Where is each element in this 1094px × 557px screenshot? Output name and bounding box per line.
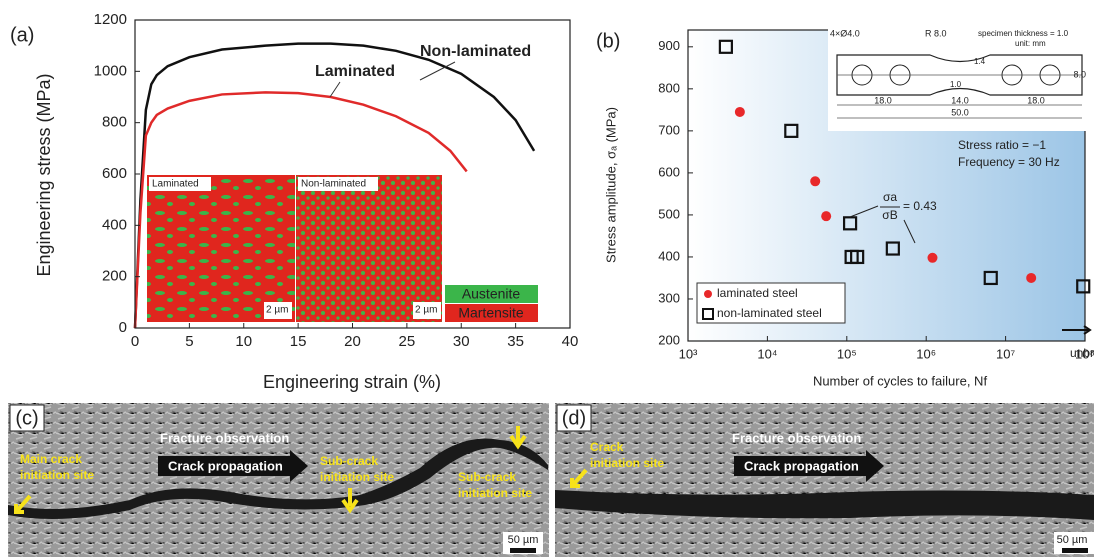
site-label: Main crack [20,452,82,466]
scale-label: 2 µm [266,305,288,316]
series-label: Laminated [315,63,395,80]
annotation: Frequency = 30 Hz [958,155,1060,169]
legend-marker [704,290,712,298]
site-label: initiation site [590,456,664,470]
dim-label: 8.0 [1073,69,1086,79]
y-tick-label: 700 [658,122,680,137]
x-tick-label: 40 [562,333,579,350]
specimen-drawing: 4×Ø4.0 R 8.0 specimen thickness = 1.0 un… [828,28,1090,131]
dim-label: specimen thickness = 1.0 [978,29,1069,38]
scale-bar [1062,548,1088,553]
scale-label: 2 µm [415,305,437,316]
x-tick-label: 25 [399,333,416,350]
x-axis-label: Number of cycles to failure, Nf [813,373,988,388]
phase-label: Martensite [458,305,524,321]
y-tick-label: 0 [119,319,127,336]
y-tick-label: 400 [102,216,127,233]
y-tick-label: 200 [658,332,680,347]
point [810,176,820,186]
scale-label: 50 µm [1057,534,1088,546]
site-label: Sub-crack [458,470,516,484]
annotation: unbroken [1070,346,1094,360]
micrograph [555,403,1094,557]
panel-label: (d) [562,407,586,429]
x-tick-label: 20 [344,333,361,350]
y-tick-label: 800 [658,80,680,95]
annotation: = 0.43 [903,199,937,213]
legend-label: laminated steel [717,286,798,300]
micrograph-d: (d) Fracture observation Crack propagati… [555,403,1094,557]
dim-label: 1.4 [974,57,986,66]
inset-label: Laminated [152,179,199,190]
y-tick-label: 200 [102,268,127,285]
x-tick-label: 10⁷ [996,346,1015,361]
dim-label: R 8.0 [925,28,947,38]
panel-a: (a) Laminated Non-laminated 2 µm 2 µm Au… [10,11,578,392]
y-tick-label: 1200 [94,11,127,28]
micrograph [296,175,442,322]
x-tick-label: 30 [453,333,470,350]
annotation: σa [883,190,897,204]
x-tick-label: 10⁵ [837,346,857,361]
y-tick-label: 800 [102,114,127,131]
y-axis-label: Engineering stress (MPa) [34,73,54,276]
point [735,107,745,117]
scale-bar [510,548,536,553]
y-axis-label: Stress amplitude, σₐ (MPa) [603,107,618,263]
point [1026,273,1036,283]
panel-label: (a) [10,24,34,46]
panel-label: (b) [596,30,620,52]
panel-label: (c) [15,407,38,429]
scale-label: 50 µm [508,534,539,546]
x-tick-label: 5 [185,333,193,350]
micrograph-c: (c) Fracture observation Crack propagati… [8,403,549,557]
y-tick-label: 1000 [94,62,127,79]
dim-label: 4×Ø4.0 [830,28,860,38]
x-tick-label: 15 [290,333,307,350]
x-axis-label: Engineering strain (%) [263,372,441,392]
x-tick-label: 10³ [679,346,698,361]
dim-label: unit: mm [1015,39,1046,48]
dim-label: 18.0 [1027,95,1045,105]
y-tick-label: 500 [658,206,680,221]
site-label: initiation site [458,486,532,500]
title: Fracture observation [732,430,861,445]
arrow-label: Crack propagation [744,458,859,473]
x-tick-label: 10⁶ [916,346,936,361]
y-tick-label: 600 [658,164,680,179]
y-tick-label: 400 [658,248,680,263]
phase-label: Austenite [462,286,521,302]
x-tick-label: 10 [235,333,252,350]
annotation: Stress ratio = −1 [958,138,1046,152]
site-label: Crack [590,440,624,454]
x-tick-label: 0 [131,333,139,350]
dim-label: 14.0 [951,95,969,105]
series-label: Non-laminated [420,43,531,60]
point [821,211,831,221]
micrograph [147,175,295,322]
title: Fracture observation [160,430,289,445]
y-tick-label: 900 [658,38,680,53]
dim-label: 18.0 [874,95,892,105]
x-tick-label: 10⁴ [757,346,777,361]
arrow-label: Crack propagation [168,458,283,473]
legend-label: non-laminated steel [717,306,822,320]
dim-label: 50.0 [951,107,969,117]
site-label: initiation site [320,470,394,484]
dim-label: 1.0 [950,80,962,89]
inset: Laminated Non-laminated 2 µm 2 µm Austen… [147,175,538,322]
annotation: σB [882,208,897,222]
figure: (a) Laminated Non-laminated 2 µm 2 µm Au… [0,0,1094,557]
y-tick-label: 600 [102,165,127,182]
site-label: initiation site [20,468,94,482]
point [927,253,937,263]
x-tick-label: 35 [507,333,524,350]
site-label: Sub-crack [320,454,378,468]
y-tick-label: 300 [658,290,680,305]
inset-label: Non-laminated [301,179,366,190]
